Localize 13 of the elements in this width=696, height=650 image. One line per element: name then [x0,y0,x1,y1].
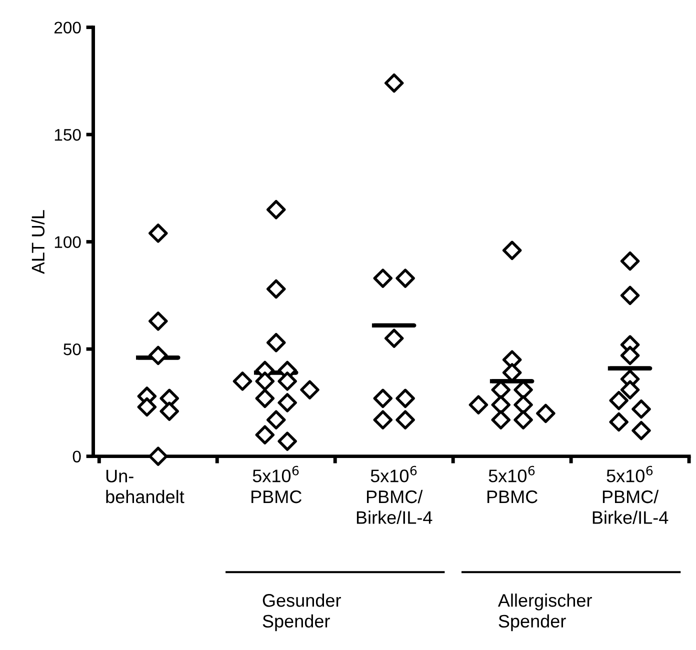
x-tick-label: 5x10$^{6}$ PBMC/ Birke/IL-4 [356,466,432,524]
y-tick-label: 100 [54,236,81,248]
y-tick-label: 50 [64,343,81,356]
x-tick-label: 5x10$^{6}$ PBMC/ Birke/IL-4 [592,466,668,524]
x-tick-label: 5x10$^{6}$ PBMC [487,466,538,504]
text: Allergischer Spender [498,594,592,632]
y-tick-label: 200 [54,22,81,34]
y-tick-label: 150 [54,128,81,141]
y-axis-title: ALT U/L [31,210,45,274]
x-tick-label: 5x10$^{6}$ PBMC [252,466,302,504]
text: Gesunder Spender [262,594,341,632]
x-tick-label: Un- behandelt [106,470,184,504]
y-tick-label: 0 [72,450,81,463]
